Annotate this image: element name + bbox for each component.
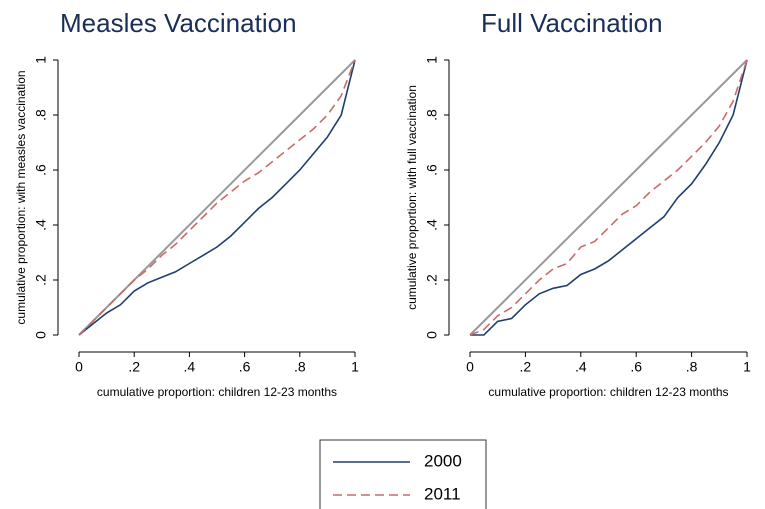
y-tick-label: 0 xyxy=(33,331,49,339)
equality-line xyxy=(469,59,748,336)
x-tick-label: .8 xyxy=(294,359,306,375)
legend-box xyxy=(319,439,487,509)
series-line xyxy=(78,59,356,336)
y-tick-label: .2 xyxy=(424,274,440,286)
x-tick-label: .6 xyxy=(239,359,251,375)
x-axis-label: cumulative proportion: children 12-23 mo… xyxy=(97,385,337,399)
x-axis-label: cumulative proportion: children 12-23 mo… xyxy=(488,385,728,399)
y-tick-label: .6 xyxy=(33,164,49,176)
series-line xyxy=(470,59,748,336)
y-tick-label: .4 xyxy=(424,219,440,231)
y-tick-label: .2 xyxy=(33,274,49,286)
x-tick-label: 0 xyxy=(466,359,474,375)
x-tick-label: .2 xyxy=(128,359,140,375)
y-axis-label: cumulative proportion: with full vaccina… xyxy=(405,85,419,310)
y-tick-label: 1 xyxy=(424,56,440,64)
legend-label: 2011 xyxy=(424,484,461,503)
y-tick-label: 0 xyxy=(424,331,440,339)
x-tick-label: .6 xyxy=(630,359,642,375)
y-tick-label: 1 xyxy=(33,56,49,64)
x-tick-label: 1 xyxy=(743,359,751,375)
series-line xyxy=(78,59,356,336)
y-tick-label: .6 xyxy=(424,164,440,176)
legend-label: 2000 xyxy=(424,451,462,470)
chart-title: Measles Vaccination xyxy=(60,8,297,38)
y-tick-label: .8 xyxy=(33,109,49,121)
y-axis-label: cumulative proportion: with measles vacc… xyxy=(14,70,28,324)
x-tick-label: 0 xyxy=(75,359,83,375)
series-line xyxy=(469,59,748,336)
x-tick-label: 1 xyxy=(351,359,359,375)
x-tick-label: .8 xyxy=(686,359,698,375)
x-tick-label: .4 xyxy=(575,359,587,375)
x-tick-label: .2 xyxy=(520,359,532,375)
x-tick-label: .4 xyxy=(184,359,196,375)
y-tick-label: .4 xyxy=(33,219,49,231)
chart-title: Full Vaccination xyxy=(481,8,663,38)
y-tick-label: .8 xyxy=(424,109,440,121)
